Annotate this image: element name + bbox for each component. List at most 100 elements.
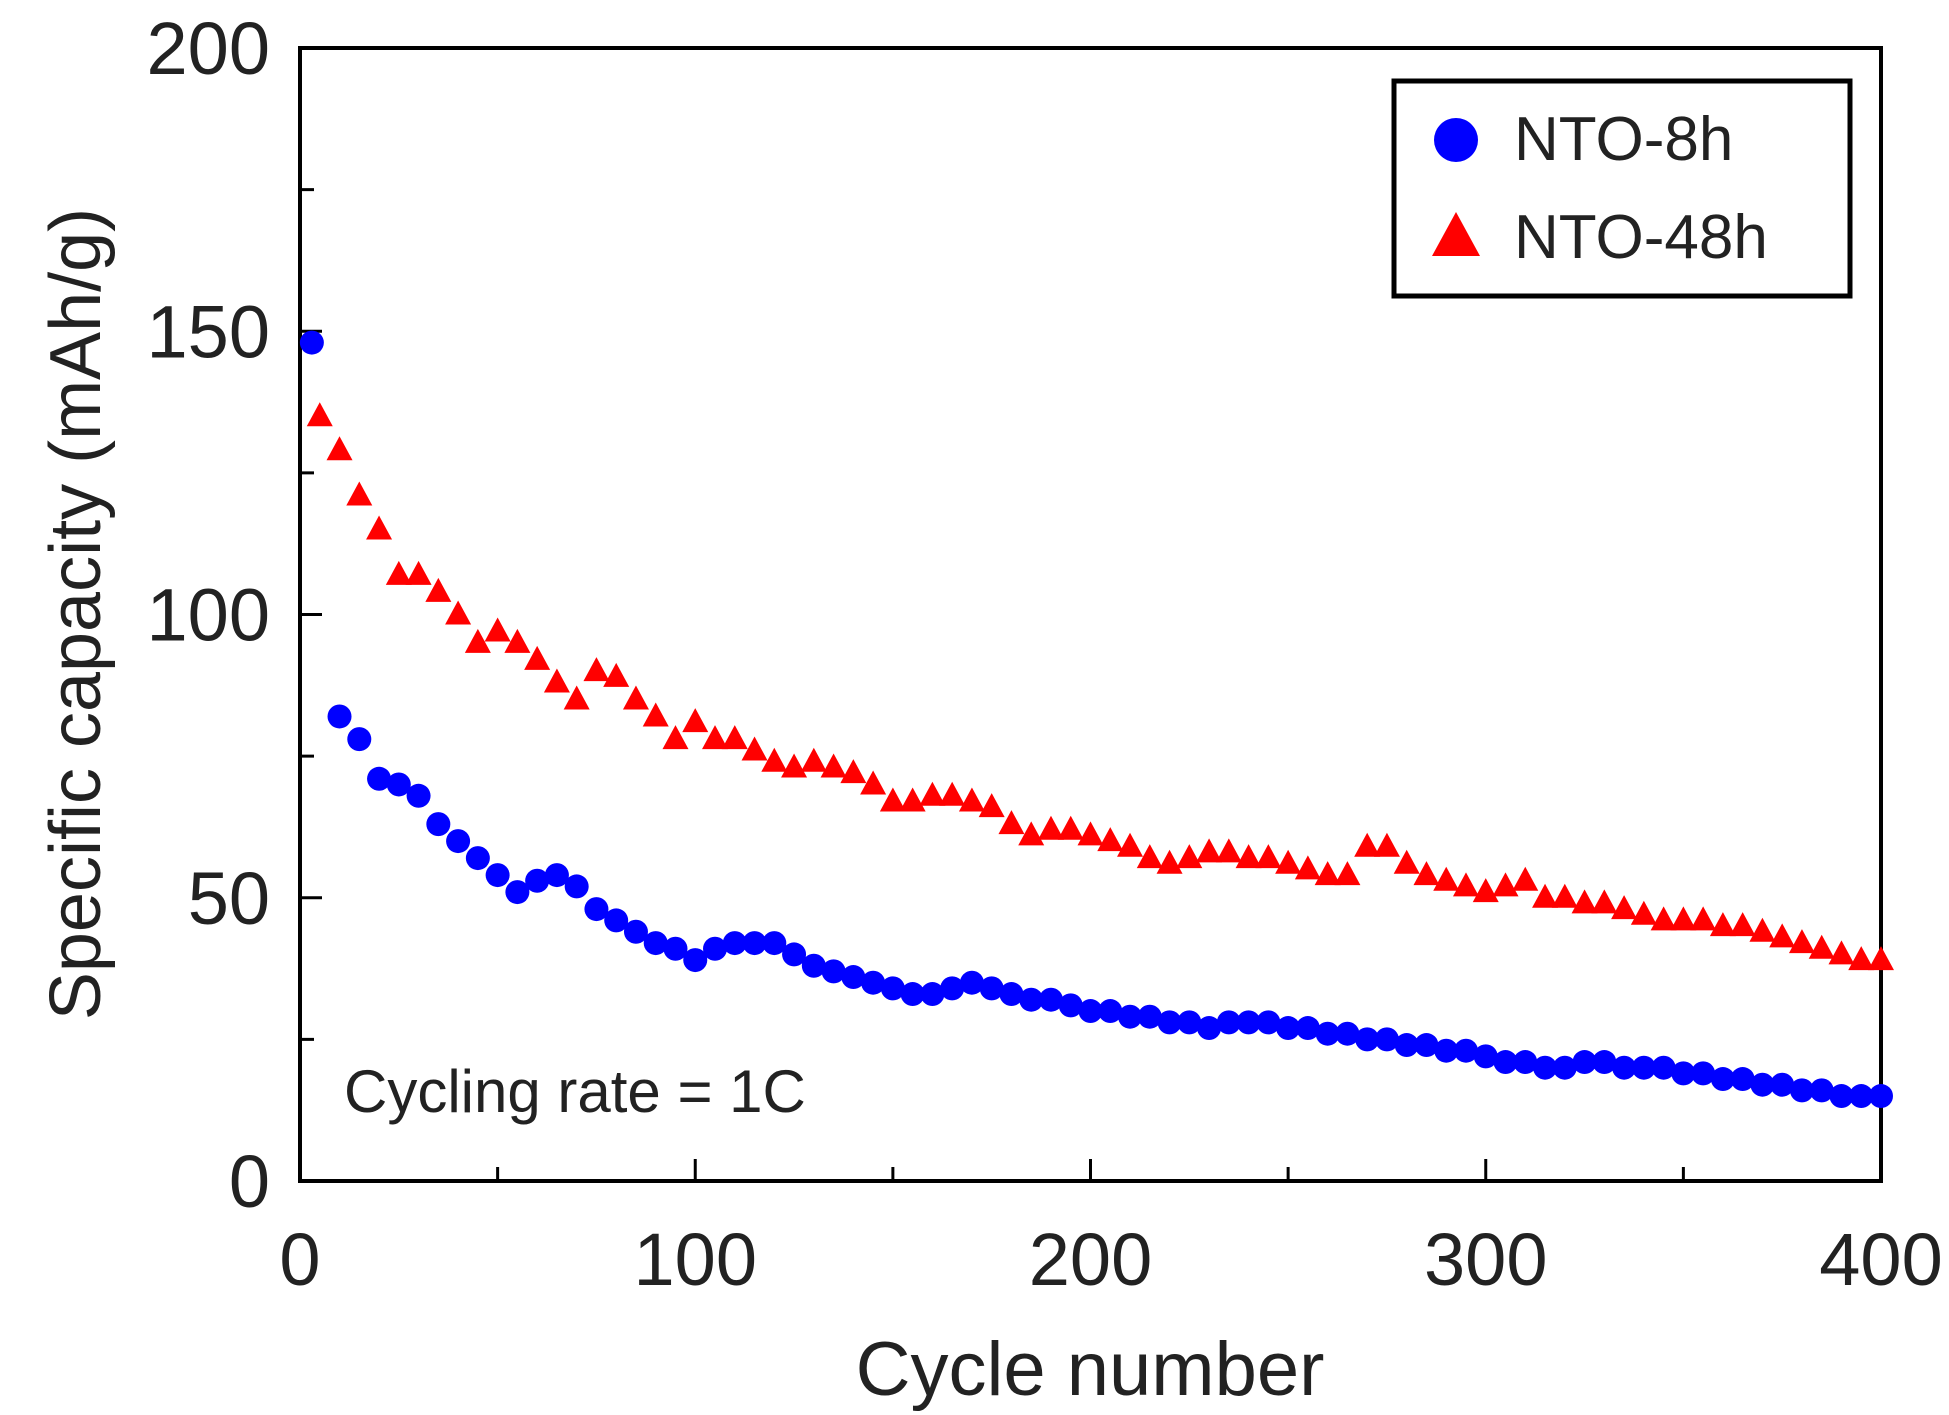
nto-48h-point — [1788, 929, 1815, 954]
nto-8h-point — [1315, 1021, 1340, 1046]
nto-48h-point — [484, 617, 511, 642]
nto-48h-point — [1196, 838, 1223, 863]
y-axis-title: Specific capacity (mAh/g) — [36, 208, 116, 1020]
annotation-cycling-rate: Cycling rate = 1C — [344, 1058, 806, 1125]
nto-8h-point — [1671, 1061, 1696, 1086]
nto-8h-point — [1038, 987, 1063, 1012]
nto-8h-point — [762, 931, 787, 956]
nto-48h-point — [1037, 815, 1064, 840]
nto-8h-point — [299, 330, 324, 355]
nto-48h-point — [1215, 838, 1242, 863]
nto-48h-point — [603, 662, 630, 687]
nto-8h-point — [1434, 1038, 1459, 1063]
nto-8h-point — [505, 880, 530, 905]
nto-48h-point — [840, 759, 867, 784]
nto-8h-point — [623, 919, 648, 944]
nto-48h-point — [1314, 861, 1341, 886]
nto-48h-point — [761, 747, 788, 772]
nto-48h-point — [939, 781, 966, 806]
nto-8h-point — [1691, 1061, 1716, 1086]
nto-48h-point — [1749, 917, 1776, 942]
nto-48h-point — [919, 781, 946, 806]
nto-8h-point — [1730, 1067, 1755, 1092]
nto-48h-point — [1690, 906, 1717, 931]
nto-48h-point — [899, 787, 926, 812]
nto-8h-point — [367, 766, 392, 791]
nto-8h-point — [1078, 999, 1103, 1024]
nto-8h-point — [1157, 1010, 1182, 1035]
nto-48h-point — [1235, 844, 1262, 869]
nto-48h-point — [781, 753, 808, 778]
y-tick-label: 150 — [147, 290, 270, 373]
nto-8h-point — [1869, 1084, 1893, 1109]
nto-8h-point — [1256, 1010, 1281, 1035]
nto-48h-point — [1018, 821, 1045, 846]
nto-48h-point — [1077, 821, 1104, 846]
nto-8h-point — [1533, 1055, 1558, 1080]
nto-48h-point — [1156, 849, 1183, 874]
nto-48h-point — [1472, 878, 1499, 903]
nto-48h-point — [1512, 866, 1539, 891]
nto-48h-point — [1413, 861, 1440, 886]
nto-8h-point — [544, 863, 569, 888]
y-tick-label: 0 — [229, 1140, 270, 1223]
nto-8h-point — [940, 976, 965, 1001]
nto-8h-point — [1414, 1033, 1439, 1058]
nto-48h-point — [366, 515, 393, 540]
nto-48h-point — [1097, 827, 1124, 852]
axis-ticks — [298, 46, 1883, 1183]
nto-8h-point — [861, 970, 886, 995]
nto-48h-point — [998, 810, 1025, 835]
nto-8h-point — [841, 965, 866, 990]
x-tick-label: 0 — [279, 1218, 320, 1301]
nto-8h-point — [564, 874, 589, 899]
nto-48h-point — [741, 736, 768, 761]
nto-48h-point — [1729, 912, 1756, 937]
legend-label-nto-8h: NTO-8h — [1514, 105, 1733, 174]
nto-8h-point — [1513, 1050, 1538, 1075]
nto-48h-point — [721, 725, 748, 750]
nto-8h-point — [1612, 1055, 1637, 1080]
nto-48h-point — [524, 645, 551, 670]
nto-8h-point — [1295, 1016, 1320, 1041]
nto-8h-point — [920, 982, 945, 1007]
nto-8h-point — [959, 970, 984, 995]
nto-48h-point — [1334, 861, 1361, 886]
nto-8h-point — [643, 931, 668, 956]
nto-48h-point — [662, 725, 689, 750]
legend-label-nto-48h: NTO-48h — [1514, 203, 1768, 272]
nto-8h-point — [1849, 1084, 1874, 1109]
nto-8h-point — [880, 976, 905, 1001]
nto-48h-point — [1848, 946, 1875, 971]
nto-48h-point — [1650, 906, 1677, 931]
nto-48h-point — [405, 560, 432, 585]
nto-48h-point — [504, 628, 531, 653]
nto-48h-point — [464, 628, 491, 653]
nto-48h-point — [879, 787, 906, 812]
nto-48h-point — [1057, 815, 1084, 840]
nto-48h-point — [543, 668, 570, 693]
nto-48h-point — [1433, 866, 1460, 891]
nto-48h-point — [1769, 923, 1796, 948]
nto-8h-point — [742, 931, 767, 956]
y-tick-label: 200 — [147, 7, 270, 90]
nto-48h-point — [1709, 912, 1736, 937]
nto-8h-point — [1473, 1044, 1498, 1069]
nto-48h-point — [563, 685, 590, 710]
nto-8h-point — [1374, 1027, 1399, 1052]
nto-48h-point — [1532, 883, 1559, 908]
y-tick-label: 50 — [188, 857, 270, 940]
nto-8h-point — [1058, 993, 1083, 1018]
nto-8h-point — [584, 897, 609, 922]
nto-8h-point — [1197, 1016, 1222, 1041]
y-tick-label: 100 — [147, 574, 270, 657]
nto-8h-point — [1118, 1004, 1143, 1029]
nto-8h-point — [1137, 1004, 1162, 1029]
x-tick-label: 200 — [1029, 1218, 1152, 1301]
nto-48h-point — [682, 708, 709, 733]
nto-8h-point — [426, 812, 451, 837]
nto-48h-point — [1670, 906, 1697, 931]
nto-8h-point — [1493, 1050, 1518, 1075]
nto-48h-point — [642, 702, 669, 727]
